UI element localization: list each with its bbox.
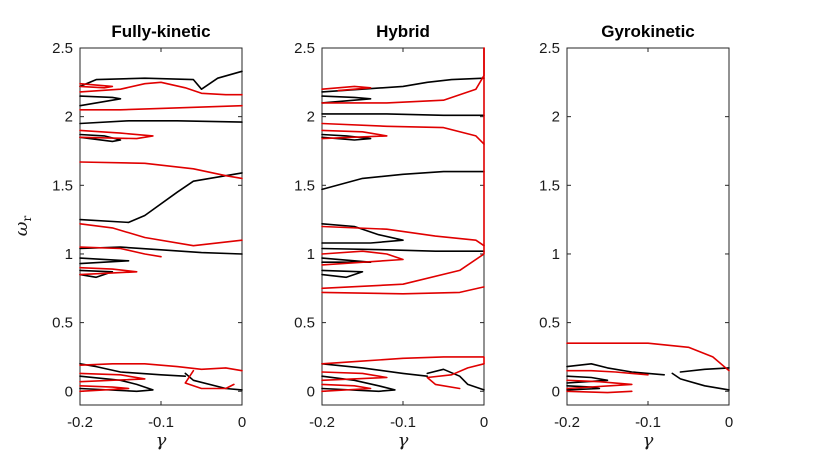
series-black-curve [79, 269, 114, 279]
series-red-curve [321, 129, 388, 140]
y-tick-label: 2.5 [539, 40, 560, 57]
curves [566, 342, 730, 394]
ticks: -0.2 -0.1 0 0 0.5 1 1.5 2 2.5 [294, 40, 488, 431]
panel-gyrokinetic: Gyrokinetic -0.2 -0.1 0 0 0.5 1 1.5 2 2.5 γ [539, 22, 733, 451]
series-black-curve [79, 257, 130, 265]
series-red-curve [79, 82, 114, 89]
series-black-curve [671, 372, 730, 391]
y-tick-label: 0.5 [294, 315, 315, 332]
series-red-curve [79, 161, 243, 180]
y-axis-label: ωr [11, 216, 34, 237]
y-tick-label: 1.5 [52, 177, 73, 194]
y-tick-label: 0.5 [52, 315, 73, 332]
series-red-curve [426, 363, 485, 390]
series-black-curve [321, 170, 485, 191]
panel-fully-kinetic: Fully-kinetic -0.2 -0.1 0 0 0.5 1 1.5 2 2.5 γ ωr [11, 22, 246, 451]
ticks: -0.2 -0.1 0 0 0.5 1 1.5 2 2.5 [52, 40, 246, 431]
y-tick-label: 1 [307, 246, 315, 263]
series-black-curve [321, 247, 485, 252]
x-tick-label: -0.2 [309, 414, 335, 431]
y-tick-label: 2.5 [294, 40, 315, 57]
series-black-curve [79, 172, 243, 224]
series-red-curve [566, 369, 649, 376]
y-tick-label: 0 [65, 383, 73, 400]
series-red-curve [321, 250, 404, 266]
series-black-curve [184, 372, 243, 391]
series-red-curve [79, 372, 146, 383]
series-black-curve [321, 223, 404, 244]
series-red-curve [184, 369, 235, 390]
y-tick-label: 1.5 [539, 177, 560, 194]
series-black-curve [566, 363, 665, 376]
series-red-curve [566, 379, 633, 390]
y-tick-label: 2 [307, 109, 315, 126]
y-tick-label: 2.5 [52, 40, 73, 57]
series-black-curve [321, 133, 372, 141]
series-black-curve [79, 70, 243, 90]
series-black-curve [566, 385, 601, 391]
series-red-curve [79, 266, 138, 276]
series-red-curve [79, 223, 243, 247]
y-tick-label: 1 [65, 246, 73, 263]
series-black-curve [426, 368, 485, 391]
y-tick-label: 1 [552, 246, 560, 263]
ticks: -0.2 -0.1 0 0 0.5 1 1.5 2 2.5 [539, 40, 733, 431]
x-tick-label: -0.1 [635, 414, 661, 431]
y-tick-label: 1.5 [294, 177, 315, 194]
x-tick-label: -0.1 [390, 414, 416, 431]
series-red-curve [79, 104, 243, 111]
series-red-curve [321, 286, 485, 295]
x-tick-label: 0 [725, 414, 733, 431]
series-red-curve [321, 371, 388, 382]
series-black-curve [321, 363, 429, 377]
panel-hybrid: Hybrid -0.2 -0.1 0 0 0.5 1 1.5 2 2.5 γ [294, 22, 488, 451]
y-tick-label: 2 [65, 109, 73, 126]
series-red-curve [79, 363, 243, 372]
series-red-curve [321, 225, 485, 247]
series-black-curve [321, 77, 485, 93]
axes-frame [566, 47, 730, 406]
series-red-curve [79, 81, 243, 96]
y-tick-label: 0 [307, 383, 315, 400]
panel-title: Fully-kinetic [111, 22, 210, 41]
panel-title: Hybrid [376, 22, 430, 41]
series-black-curve [679, 367, 730, 373]
x-tick-label: 0 [238, 414, 246, 431]
x-tick-label: -0.2 [67, 414, 93, 431]
curves [321, 47, 485, 393]
y-tick-label: 2 [552, 109, 560, 126]
panel-title: Gyrokinetic [601, 22, 695, 41]
series-black-curve [321, 95, 372, 104]
series-black-curve [79, 363, 187, 377]
series-red-curve [79, 385, 130, 393]
x-tick-label: 0 [480, 414, 488, 431]
series-red-curve [321, 383, 372, 393]
series-black-curve [321, 113, 485, 117]
series-black-curve [79, 120, 243, 125]
x-axis-label: γ [156, 430, 167, 451]
series-red-curve [79, 129, 154, 140]
x-tick-label: -0.1 [148, 414, 174, 431]
y-tick-label: 0.5 [539, 315, 560, 332]
x-axis-label: γ [398, 430, 409, 451]
x-tick-label: -0.2 [554, 414, 580, 431]
series-red-curve [566, 390, 633, 394]
series-black-curve [321, 269, 364, 279]
y-tick-label: 0 [552, 383, 560, 400]
series-red-curve [321, 47, 485, 290]
svg-text:ωr: ωr [11, 216, 34, 237]
series-red-curve [321, 122, 485, 145]
curves [79, 70, 243, 393]
series-black-curve [79, 95, 122, 107]
series-red-curve [321, 47, 485, 104]
series-red-curve [321, 356, 485, 365]
series-red-curve [79, 246, 162, 258]
series-red-curve [566, 342, 730, 372]
x-axis-label: γ [643, 430, 654, 451]
series-red-curve [321, 85, 372, 92]
series-black-curve [79, 133, 122, 143]
